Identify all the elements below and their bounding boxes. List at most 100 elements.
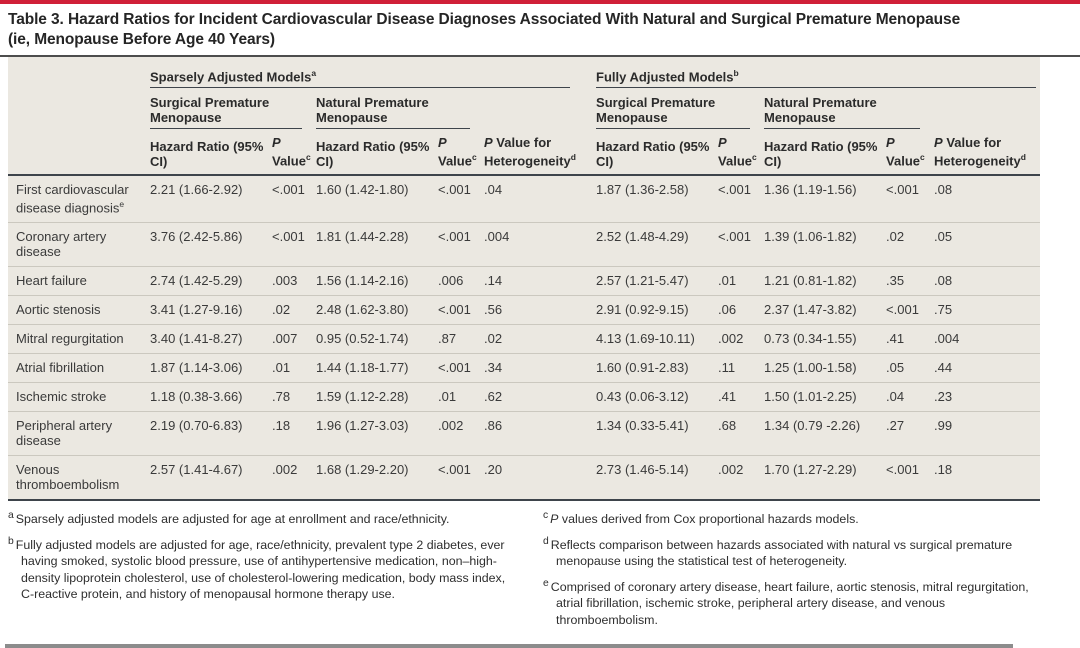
- cell: <.001: [718, 221, 765, 267]
- table-row: Ischemic stroke 1.18 (0.38-3.66) .78 1.59 (…: [8, 381, 1041, 412]
- cell: 1.70 (1.27-2.29): [764, 454, 887, 501]
- cell: <.001: [886, 294, 935, 325]
- cell: 1.81 (1.44-2.28): [316, 221, 438, 267]
- row-label: Aortic stenosis: [8, 294, 150, 325]
- corner-blank-cell: [8, 57, 150, 89]
- cell: <.001: [438, 174, 484, 223]
- cell: 3.40 (1.41-8.27): [150, 323, 272, 354]
- table-title: Table 3. Hazard Ratios for Incident Card…: [0, 4, 1080, 57]
- blank-cell: [8, 129, 150, 176]
- cell: .02: [886, 221, 935, 267]
- cell: .004: [484, 221, 597, 267]
- table-header: Sparsely Adjusted Modelsa Fully Adjusted…: [8, 57, 1041, 176]
- table-row: Venous thromboembolism 2.57 (1.41-4.67) .0…: [8, 454, 1041, 501]
- cell: 1.59 (1.12-2.28): [316, 381, 438, 412]
- spanner-fully-adjusted-models: Fully Adjusted Modelsb: [596, 57, 1041, 89]
- col-header-hazard-ratio: Hazard Ratio (95% CI): [596, 129, 719, 176]
- cell: .002: [718, 454, 765, 501]
- cell: 1.18 (0.38-3.66): [150, 381, 272, 412]
- footnote-ref-a: a: [311, 68, 317, 78]
- cell: 1.44 (1.18-1.77): [316, 352, 438, 383]
- cell: .01: [438, 381, 484, 412]
- table-row: Heart failure 2.74 (1.42-5.29) .003 1.56 (1…: [8, 265, 1041, 296]
- spanner-sparsely-adjusted-models: Sparsely Adjusted Modelsa: [150, 57, 597, 89]
- footnote-ref-b: b: [733, 68, 739, 78]
- spanner-label: Fully Adjusted Models: [596, 69, 734, 85]
- cell: .004: [934, 323, 1041, 354]
- footnote-marker: b: [8, 535, 14, 547]
- table-row: Coronary artery disease 3.76 (2.42-5.86) <…: [8, 221, 1041, 267]
- cell: .27: [886, 410, 935, 456]
- cell: 1.34 (0.79 -2.26): [764, 410, 887, 456]
- cell: 1.68 (1.29-2.20): [316, 454, 438, 501]
- table-title-line1: Table 3. Hazard Ratios for Incident Card…: [8, 11, 961, 28]
- cell: .02: [272, 294, 316, 325]
- cell: .02: [484, 323, 597, 354]
- cell: .08: [934, 174, 1041, 223]
- cell: .006: [438, 265, 484, 296]
- cell: .56: [484, 294, 597, 325]
- cell: .41: [886, 323, 935, 354]
- cell: .62: [484, 381, 597, 412]
- cell: <.001: [438, 352, 484, 383]
- cell: .18: [272, 410, 316, 456]
- table-row: Peripheral artery disease 2.19 (0.70-6.83…: [8, 410, 1041, 456]
- cell: .002: [272, 454, 316, 501]
- cell: <.001: [718, 174, 765, 223]
- cell: .06: [718, 294, 765, 325]
- footnote-ref-c: c: [752, 152, 757, 163]
- cell: .23: [934, 381, 1041, 412]
- cell: .08: [934, 265, 1041, 296]
- group-surgical-premature-menopause-sparse: Surgical Premature Menopause: [150, 88, 316, 130]
- cell: 2.52 (1.48-4.29): [596, 221, 719, 267]
- cell: .20: [484, 454, 597, 501]
- cell: .11: [718, 352, 765, 383]
- table-row: First cardiovascular disease diagnosise 2…: [8, 174, 1041, 223]
- row-label: Ischemic stroke: [8, 381, 150, 412]
- row-label: Venous thromboembolism: [8, 454, 150, 501]
- cell: 2.48 (1.62-3.80): [316, 294, 438, 325]
- header-spanner-row: Sparsely Adjusted Modelsa Fully Adjusted…: [8, 57, 1041, 89]
- col-header-p-value-heterogeneity: P Value for Heterogeneityd: [484, 129, 597, 176]
- header-group-row: Surgical Premature Menopause Natural Pre…: [8, 88, 1041, 130]
- cell: .87: [438, 323, 484, 354]
- cell: 1.60 (1.42-1.80): [316, 174, 438, 223]
- footnote-marker: a: [8, 509, 14, 521]
- table-title-line2: (ie, Menopause Before Age 40 Years): [8, 31, 275, 48]
- header-columns-row: Hazard Ratio (95% CI) P Valuec Hazard Ra…: [8, 129, 1041, 176]
- cell: 2.19 (0.70-6.83): [150, 410, 272, 456]
- cell: .05: [886, 352, 935, 383]
- cell: 0.95 (0.52-1.74): [316, 323, 438, 354]
- col-header-hazard-ratio: Hazard Ratio (95% CI): [764, 129, 887, 176]
- footnote-b: b Fully adjusted models are adjusted for …: [8, 535, 506, 602]
- cell: 2.21 (1.66-2.92): [150, 174, 272, 223]
- cell: .44: [934, 352, 1041, 383]
- footnote-marker: d: [543, 535, 549, 547]
- cell: <.001: [438, 294, 484, 325]
- cell: .35: [886, 265, 935, 296]
- table-row: Mitral regurgitation 3.40 (1.41-8.27) .007…: [8, 323, 1041, 354]
- cell: 0.73 (0.34-1.55): [764, 323, 887, 354]
- accent-top-bar: [0, 0, 1080, 4]
- footnote-ref-c: c: [471, 152, 477, 163]
- group-natural-premature-menopause-full: Natural Premature Menopause: [764, 88, 935, 130]
- cell: .78: [272, 381, 316, 412]
- cell: .75: [934, 294, 1041, 325]
- hazard-ratios-table: Sparsely Adjusted Modelsa Fully Adjusted…: [8, 57, 1041, 501]
- cell: .04: [886, 381, 935, 412]
- row-label: Coronary artery disease: [8, 221, 150, 267]
- cell: 1.36 (1.19-1.56): [764, 174, 887, 223]
- footnote-marker: c: [543, 509, 549, 521]
- footnote-marker: e: [543, 577, 549, 589]
- footnotes-section: a Sparsely adjusted models are adjusted f…: [8, 508, 1072, 634]
- cell: .01: [272, 352, 316, 383]
- group-natural-premature-menopause-sparse: Natural Premature Menopause: [316, 88, 484, 130]
- cell: 1.87 (1.14-3.06): [150, 352, 272, 383]
- spanner-label: Sparsely Adjusted Models: [150, 69, 312, 85]
- cell: <.001: [272, 174, 316, 223]
- footnote-a: a Sparsely adjusted models are adjusted f…: [8, 509, 450, 527]
- cell: 1.60 (0.91-2.83): [596, 352, 719, 383]
- cell: .68: [718, 410, 765, 456]
